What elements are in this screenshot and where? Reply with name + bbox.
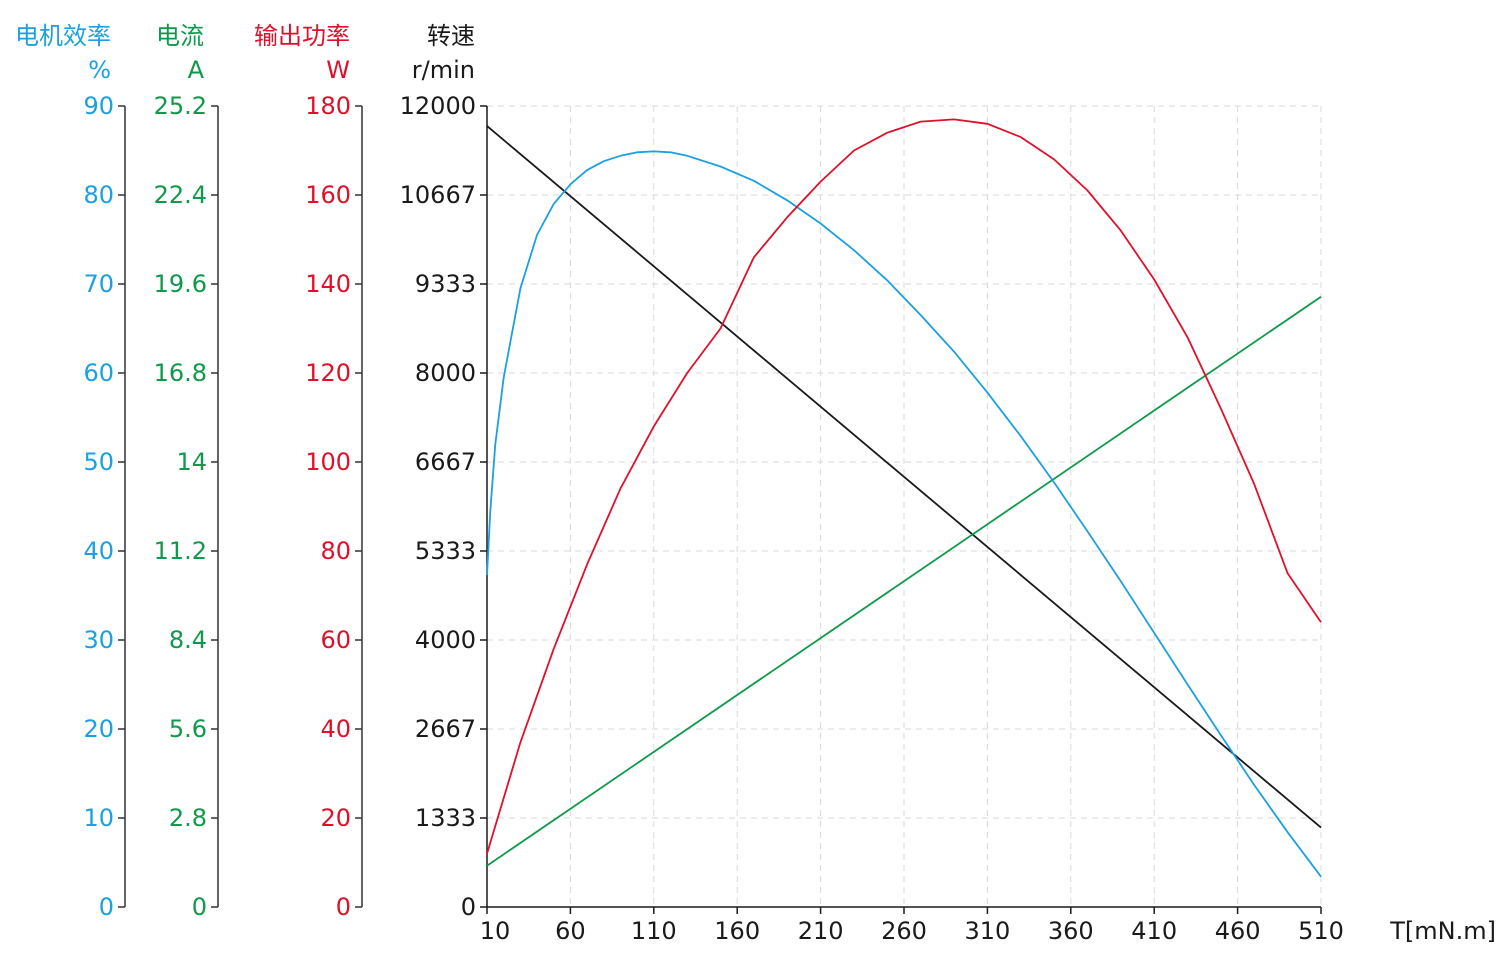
- pow-axis-title: 输出功率: [254, 22, 350, 50]
- pow-tick-label: 80: [320, 537, 351, 565]
- x-tick-label: 260: [881, 917, 927, 945]
- eff-tick-label: 50: [83, 448, 114, 476]
- eff-tick-label: 30: [83, 626, 114, 654]
- pow-tick-label: 100: [305, 448, 351, 476]
- x-tick-label: 460: [1215, 917, 1261, 945]
- speed-tick-label: 12000: [400, 92, 476, 120]
- plot-grid: [487, 105, 1322, 907]
- pow-tick-label: 160: [305, 181, 351, 209]
- eff-tick-label: 90: [83, 92, 114, 120]
- cur-tick-label: 25.2: [154, 92, 207, 120]
- cur-tick-label: 22.4: [154, 181, 207, 209]
- cur-tick-label: 8.4: [169, 626, 207, 654]
- pow-axis-unit: W: [326, 56, 350, 84]
- speed-series-line: [486, 125, 1322, 829]
- speed-axis-title: 转速: [427, 22, 475, 50]
- x-tick-label: 110: [631, 917, 677, 945]
- cur-tick-label: 19.6: [154, 270, 207, 298]
- eff-tick-label: 40: [83, 537, 114, 565]
- x-tick-label: 210: [798, 917, 844, 945]
- pow-tick-label: 180: [305, 92, 351, 120]
- series-group: [486, 118, 1322, 878]
- speed-tick-label: 10667: [400, 181, 476, 209]
- eff-axis-unit: %: [88, 56, 111, 84]
- pow-tick-label: 140: [305, 270, 351, 298]
- x-tick-label: 510: [1298, 917, 1344, 945]
- pow-series-line: [486, 118, 1322, 854]
- pow-tick-label: 20: [320, 804, 351, 832]
- cur-axis-unit: A: [188, 56, 205, 84]
- speed-tick-label: 1333: [415, 804, 476, 832]
- speed-axis-unit: r/min: [412, 56, 475, 84]
- speed-tick-label: 8000: [415, 359, 476, 387]
- cur-tick-label: 16.8: [154, 359, 207, 387]
- x-tick-label: 160: [714, 917, 760, 945]
- speed-tick-label: 0: [461, 893, 476, 921]
- speed-tick-label: 5333: [415, 537, 476, 565]
- pow-tick-label: 120: [305, 359, 351, 387]
- eff-tick-label: 70: [83, 270, 114, 298]
- x-axis-label: T[mN.m]: [1389, 917, 1496, 945]
- pow-tick-label: 60: [320, 626, 351, 654]
- x-tick-label: 60: [555, 917, 586, 945]
- x-tick-label: 410: [1131, 917, 1177, 945]
- x-tick-label: 10: [480, 917, 511, 945]
- eff-tick-label: 10: [83, 804, 114, 832]
- eff-tick-label: 20: [83, 715, 114, 743]
- speed-tick-label: 4000: [415, 626, 476, 654]
- pow-tick-label: 40: [320, 715, 351, 743]
- eff-series-line: [486, 150, 1322, 878]
- speed-tick-label: 6667: [415, 448, 476, 476]
- axes-group: 0102030405060708090电机效率%02.85.68.411.214…: [15, 22, 1344, 945]
- cur-tick-label: 0: [192, 893, 207, 921]
- cur-tick-label: 14: [176, 448, 207, 476]
- speed-tick-label: 2667: [415, 715, 476, 743]
- speed-tick-label: 9333: [415, 270, 476, 298]
- x-tick-label: 310: [964, 917, 1010, 945]
- cur-tick-label: 2.8: [169, 804, 207, 832]
- cur-axis-title: 电流: [156, 22, 204, 50]
- eff-tick-label: 0: [99, 893, 114, 921]
- eff-tick-label: 80: [83, 181, 114, 209]
- cur-tick-label: 5.6: [169, 715, 207, 743]
- eff-tick-label: 60: [83, 359, 114, 387]
- cur-tick-label: 11.2: [154, 537, 207, 565]
- eff-axis-title: 电机效率: [15, 22, 111, 50]
- cur-series-line: [486, 295, 1322, 867]
- pow-tick-label: 0: [336, 893, 351, 921]
- x-tick-label: 360: [1048, 917, 1094, 945]
